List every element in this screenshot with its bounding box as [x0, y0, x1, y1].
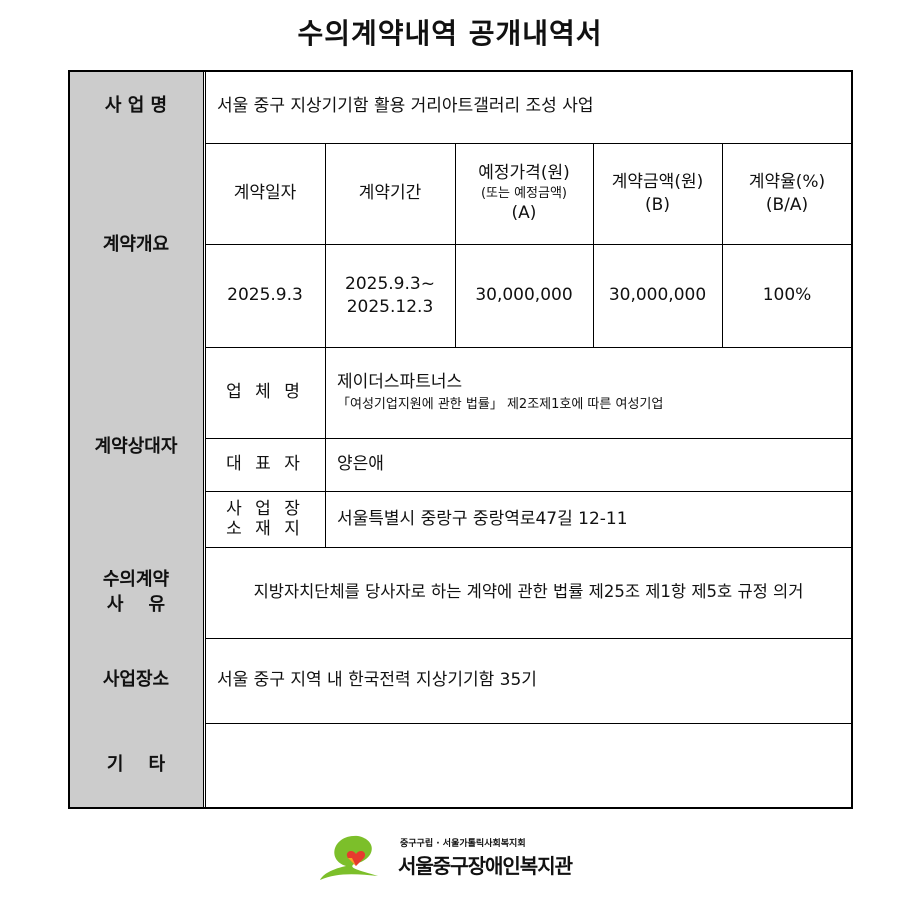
rep-label: 대 표 자: [205, 438, 326, 492]
header-estimated-line1: 예정가격(원): [478, 162, 570, 183]
reason-label-line1: 수의계약: [102, 569, 170, 591]
location-value: 서울 중구 지역 내 한국전력 지상기기함 35기: [205, 638, 853, 724]
reason-value: 지방자치단체를 당사자로 하는 계약에 관한 법률 제25조 제1항 제5호 규…: [205, 547, 853, 639]
etc-value: [205, 723, 853, 809]
reason-label: 수의계약 사 유: [68, 547, 205, 639]
period-start: 2025.9.3~: [345, 273, 435, 294]
header-estimated-line3: (A): [511, 203, 537, 224]
value-period: 2025.9.3~ 2025.12.3: [325, 244, 456, 348]
header-rate-line1: 계약율(%): [748, 171, 826, 192]
company-label: 업 체 명: [205, 347, 326, 439]
company-note: 「여성기업지원에 관한 법률」 제2조제1호에 따른 여성기업: [337, 397, 664, 413]
logo-emblem-icon: [320, 835, 378, 880]
page-title: 수의계약내역 공개내역서: [297, 17, 603, 50]
addr-value: 서울특별시 중랑구 중랑역로47길 12-11: [325, 491, 853, 548]
header-period: 계약기간: [325, 143, 456, 245]
double-divider: [203, 70, 206, 809]
company-name: 제이더스파트너스: [337, 372, 463, 393]
logo: 중구구립 · 서울가톨릭사회복지회 서울중구장애인복지관: [318, 830, 598, 885]
value-rate: 100%: [722, 244, 853, 348]
header-date-text: 계약일자: [233, 183, 297, 204]
header-rate: 계약율(%) (B/A): [722, 143, 853, 245]
location-label: 사업장소: [68, 638, 205, 724]
value-date: 2025.9.3: [205, 244, 326, 348]
header-estimated-line2: (또는 예정금액): [480, 185, 568, 201]
etc-label: 기 타: [68, 723, 205, 809]
overview-label: 계약개요: [68, 143, 205, 348]
header-amount-line2: (B): [645, 194, 670, 215]
contractor-label: 계약상대자: [68, 347, 205, 548]
header-period-text: 계약기간: [358, 183, 422, 204]
period-end: 2025.12.3: [346, 296, 434, 317]
logo-subtitle: 중구구립 · 서울가톨릭사회복지회: [400, 839, 526, 849]
header-amount: 계약금액(원) (B): [593, 143, 723, 245]
logo-name: 서울중구장애인복지관: [398, 854, 573, 878]
header-date: 계약일자: [205, 143, 326, 245]
addr-label-line2: 소 재 지: [226, 519, 304, 539]
header-amount-line1: 계약금액(원): [611, 171, 704, 192]
value-amount: 30,000,000: [593, 244, 723, 348]
project-value: 서울 중구 지상기기함 활용 거리아트갤러리 조성 사업: [205, 70, 853, 144]
rep-value: 양은애: [325, 438, 853, 492]
company-cell: 제이더스파트너스 「여성기업지원에 관한 법률」 제2조제1호에 따른 여성기업: [325, 347, 853, 439]
value-estimated: 30,000,000: [455, 244, 594, 348]
addr-label-line1: 사 업 장: [226, 498, 304, 519]
header-rate-line2: (B/A): [765, 194, 809, 215]
project-label: 사 업 명: [68, 70, 205, 144]
reason-label-line2: 사 유: [106, 593, 166, 615]
header-estimated: 예정가격(원) (또는 예정금액) (A): [455, 143, 594, 245]
